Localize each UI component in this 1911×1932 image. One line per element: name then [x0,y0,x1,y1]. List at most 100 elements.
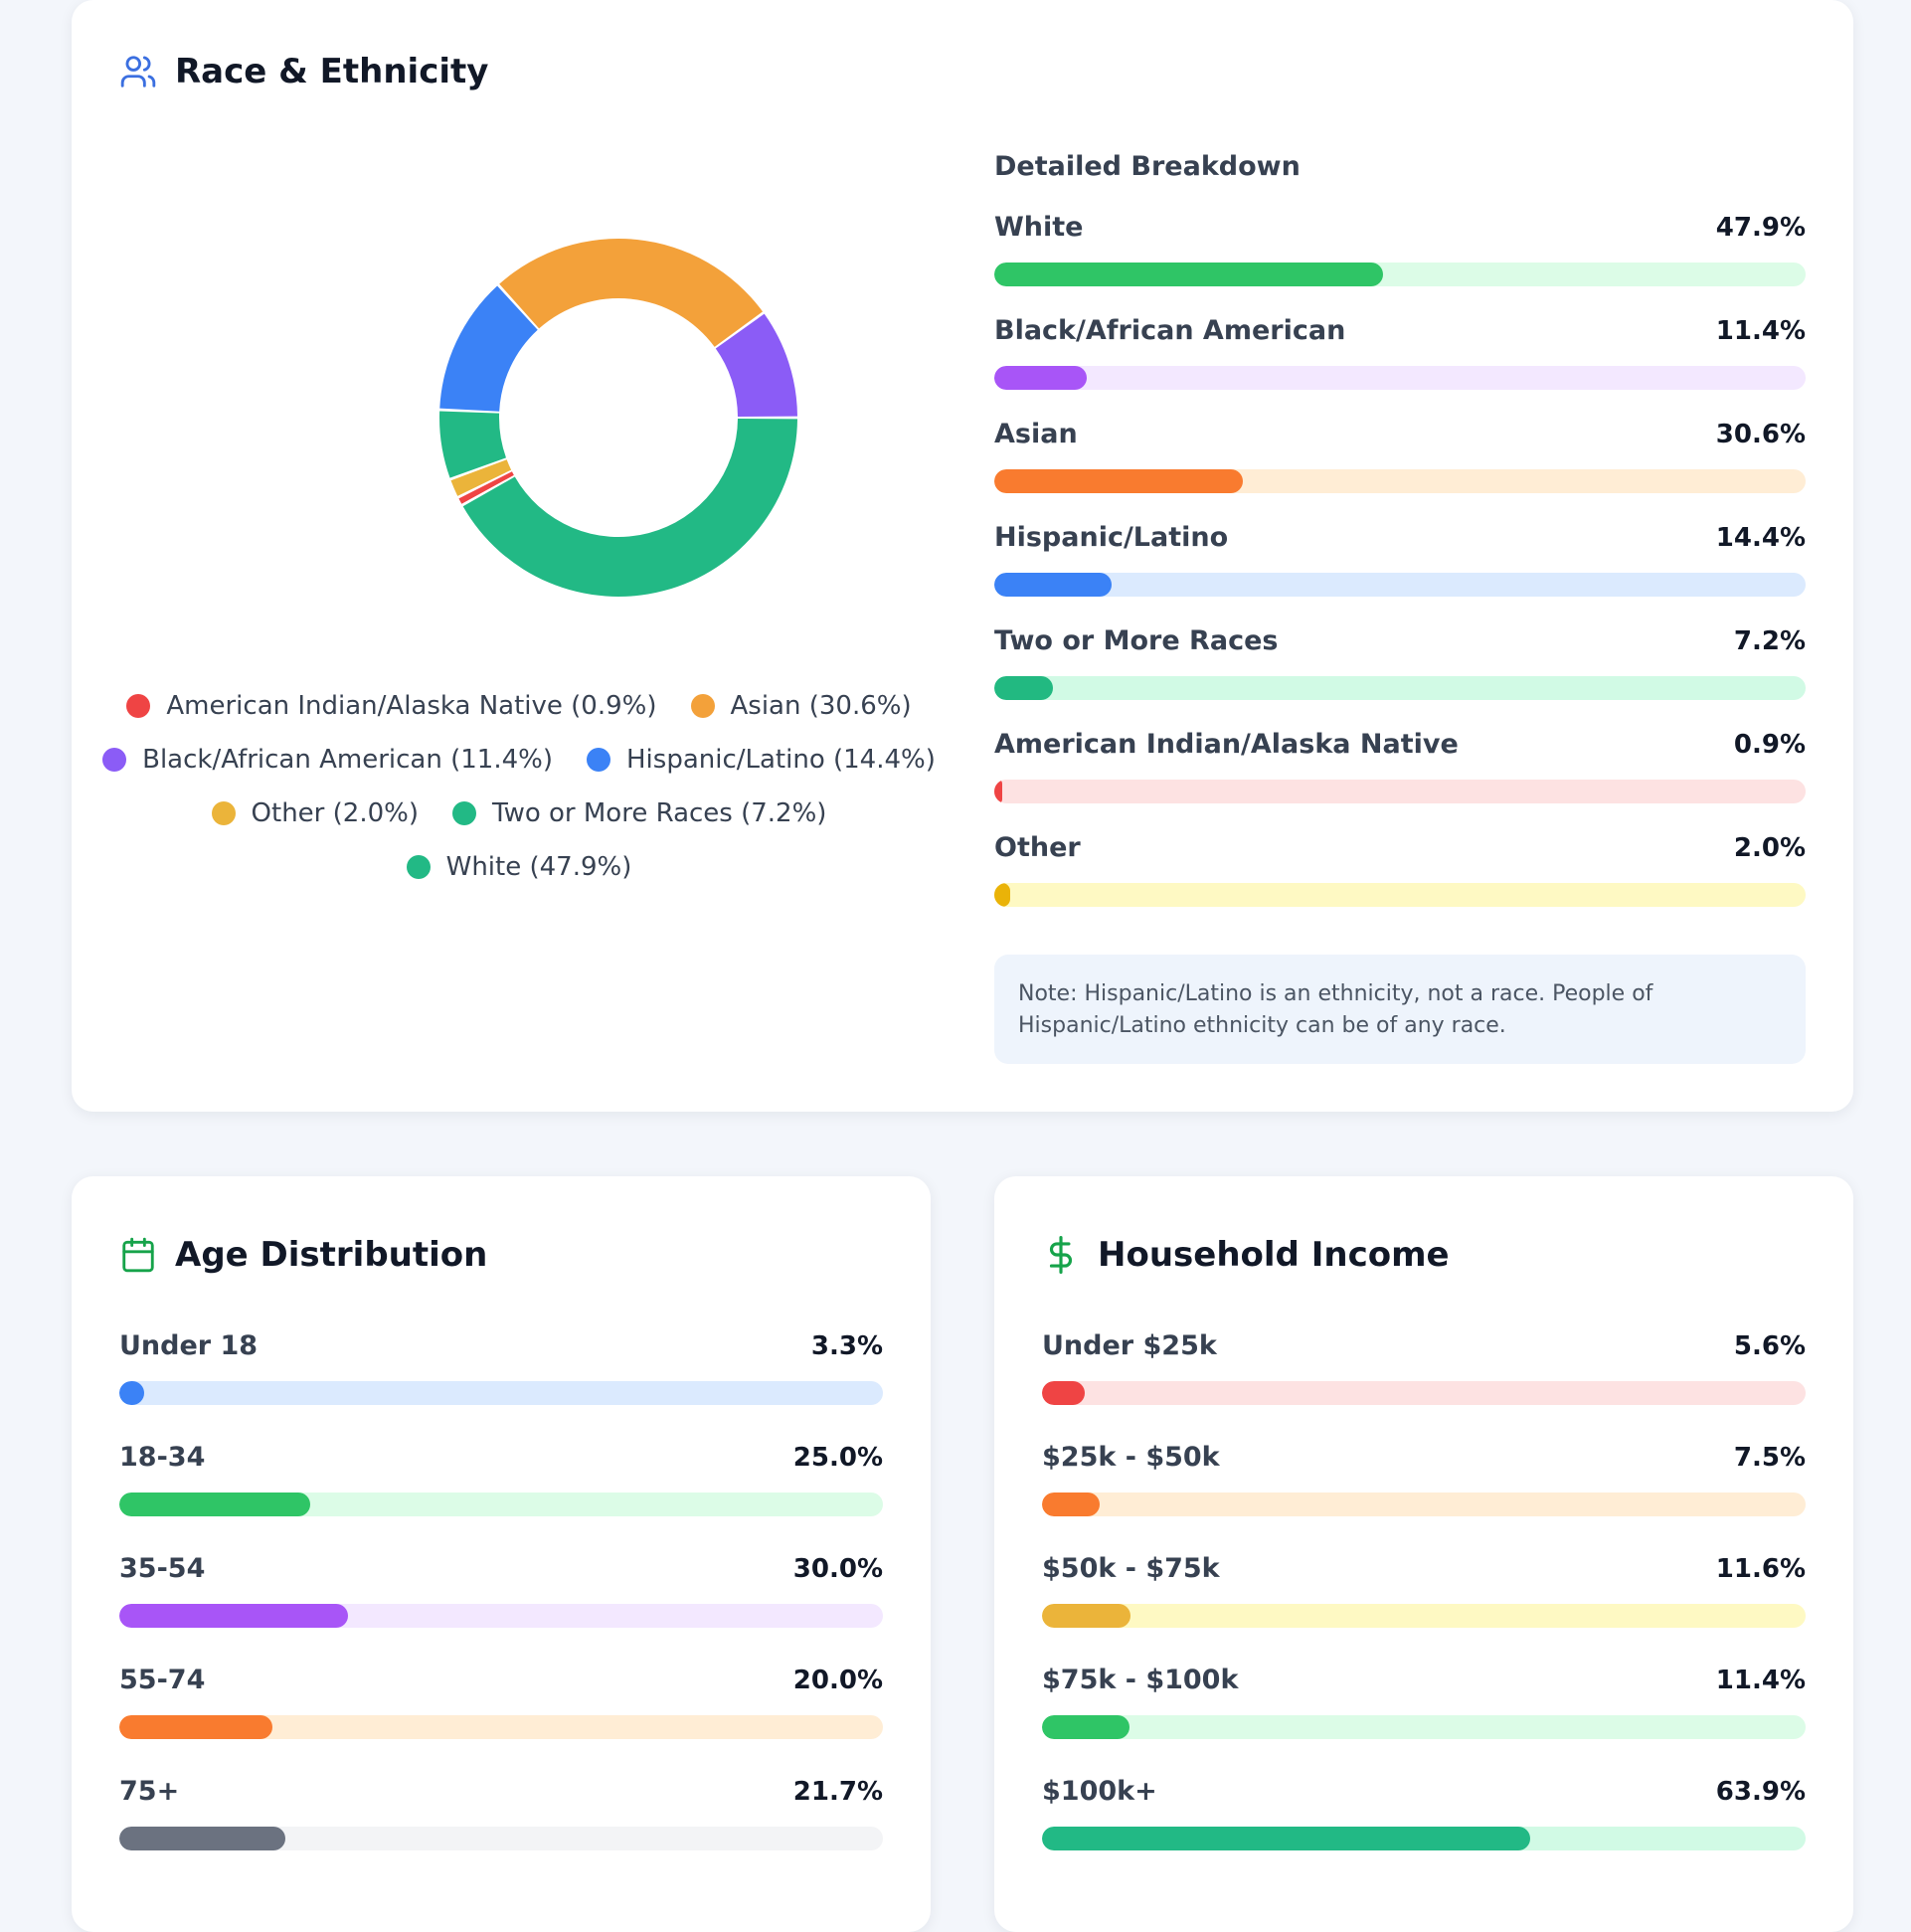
row-header: White 47.9% [994,212,1806,243]
progress-fill [1042,1827,1530,1850]
row-header: Hispanic/Latino 14.4% [994,522,1806,553]
progress-fill [994,780,1003,803]
row-header: $25k - $50k 7.5% [1042,1442,1806,1473]
progress-fill [119,1827,285,1850]
calendar-icon [119,1236,157,1274]
income-card-header: Household Income [1042,1235,1450,1275]
legend-color-swatch [451,801,476,825]
progress-track [994,469,1806,493]
progress-track [994,883,1806,907]
detailed-breakdown: Detailed Breakdown White 47.9% Black/Afric… [994,151,1806,936]
income-row: $50k - $75k 11.6% [1042,1553,1806,1665]
legend-label: American Indian/Alaska Native (0.9%) [166,691,657,721]
legend-item[interactable]: Black/African American (11.4%) [102,745,553,775]
dollar-icon [1042,1236,1080,1274]
progress-track [119,1604,883,1628]
row-label: American Indian/Alaska Native [994,729,1459,760]
row-value: 7.5% [1733,1443,1806,1473]
legend-label: White (47.9%) [445,852,632,882]
row-label: $100k+ [1042,1776,1157,1807]
donut-slice-hispanic-latino[interactable] [439,285,538,412]
progress-fill [1042,1381,1085,1405]
legend-item[interactable]: Two or More Races (7.2%) [451,798,827,828]
age-row: 55-74 20.0% [119,1665,883,1776]
row-label: Hispanic/Latino [994,522,1229,553]
breakdown-title: Detailed Breakdown [994,151,1301,182]
row-label: $25k - $50k [1042,1442,1220,1473]
row-label: Asian [994,419,1078,449]
progress-fill [119,1715,272,1739]
progress-fill [119,1604,349,1628]
donut-slice-asian[interactable] [499,238,764,347]
row-header: American Indian/Alaska Native 0.9% [994,729,1806,760]
row-value: 30.6% [1715,420,1806,449]
row-value: 3.3% [810,1331,883,1361]
legend-item[interactable]: American Indian/Alaska Native (0.9%) [126,691,657,721]
row-header: 75+ 21.7% [119,1776,883,1807]
row-header: $75k - $100k 11.4% [1042,1665,1806,1695]
breakdown-row: American Indian/Alaska Native 0.9% [994,729,1806,832]
legend-label: Two or More Races (7.2%) [491,798,827,828]
row-value: 25.0% [792,1443,883,1473]
progress-track [994,573,1806,597]
donut-slice-two-or-more-races[interactable] [439,411,507,478]
progress-track [1042,1715,1806,1739]
legend-item[interactable]: Asian (30.6%) [690,691,912,721]
progress-track [1042,1381,1806,1405]
row-value: 21.7% [792,1777,883,1807]
row-label: 35-54 [119,1553,206,1584]
donut-slice-black-african-american[interactable] [715,313,797,418]
income-row: $100k+ 63.9% [1042,1776,1806,1887]
legend-item[interactable]: White (47.9%) [406,852,632,882]
row-header: 18-34 25.0% [119,1442,883,1473]
row-value: 11.6% [1715,1554,1806,1584]
legend-item[interactable]: Hispanic/Latino (14.4%) [587,745,936,775]
row-label: Under $25k [1042,1330,1217,1361]
legend-item[interactable]: Other (2.0%) [211,798,419,828]
progress-fill [994,676,1053,700]
row-value: 30.0% [792,1554,883,1584]
breakdown-row: Asian 30.6% [994,419,1806,522]
row-label: White [994,212,1084,243]
row-header: Two or More Races 7.2% [994,625,1806,656]
progress-fill [1042,1715,1129,1739]
row-label: Two or More Races [994,625,1279,656]
users-icon [119,53,157,90]
age-card-title: Age Distribution [175,1235,488,1275]
age-row: Under 18 3.3% [119,1330,883,1442]
legend-label: Asian (30.6%) [730,691,912,721]
row-label: 75+ [119,1776,180,1807]
progress-fill [1042,1604,1131,1628]
donut-slice-white[interactable] [462,418,797,598]
row-header: Under 18 3.3% [119,1330,883,1361]
race-card-header: Race & Ethnicity [119,52,488,91]
progress-fill [119,1493,310,1516]
row-value: 7.2% [1733,626,1806,656]
legend-color-swatch [102,748,127,772]
donut-svg [439,238,797,598]
progress-track [119,1493,883,1516]
row-header: 35-54 30.0% [119,1553,883,1584]
legend-color-swatch [690,694,715,718]
legend-color-swatch [587,748,610,772]
progress-track [119,1381,883,1405]
row-header: $100k+ 63.9% [1042,1776,1806,1807]
donut-slice-other[interactable] [450,459,512,496]
race-card-title: Race & Ethnicity [175,52,489,91]
donut-slice-american-indian-alaska-native[interactable] [458,471,514,504]
legend-color-swatch [406,855,431,879]
breakdown-row: Black/African American 11.4% [994,315,1806,419]
progress-track [1042,1604,1806,1628]
row-value: 47.9% [1715,213,1806,243]
row-value: 2.0% [1733,833,1806,863]
age-card-header: Age Distribution [119,1235,487,1275]
row-value: 20.0% [792,1666,883,1695]
chart-legend: American Indian/Alaska Native (0.9%) Asia… [101,691,937,882]
progress-fill [994,469,1243,493]
progress-fill [119,1381,145,1405]
row-header: Other 2.0% [994,832,1806,863]
progress-track [994,366,1806,390]
progress-track [119,1715,883,1739]
row-value: 63.9% [1715,1777,1806,1807]
ethnicity-note: Note: Hispanic/Latino is an ethnicity, n… [994,955,1806,1064]
